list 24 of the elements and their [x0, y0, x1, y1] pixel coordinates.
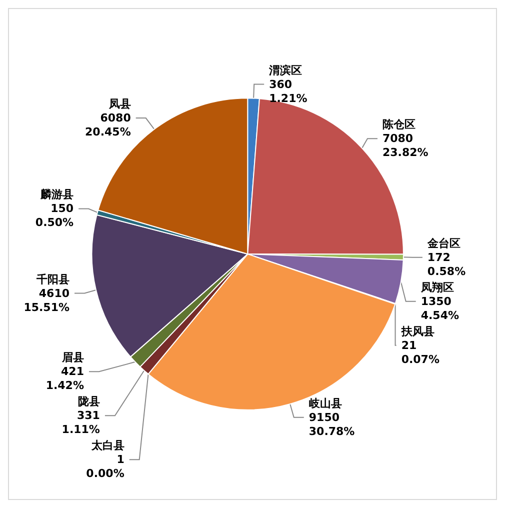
- data-label: 21 0.07%: [401, 338, 440, 366]
- data-label: 9150 30.78%: [308, 410, 355, 438]
- data-label: 331 1.11%: [62, 409, 100, 436]
- slice-label: 凤翔区: [420, 280, 454, 294]
- data-label: 421 1.42%: [46, 365, 84, 392]
- slice-label: 麟游县: [40, 188, 74, 202]
- slice-label: 陇县: [78, 395, 100, 408]
- data-label: 6080 20.45%: [85, 112, 132, 139]
- slice-label: 凤县: [108, 98, 131, 111]
- data-label: 1 0.00%: [86, 453, 124, 480]
- slice-label: 渭滨区: [268, 64, 302, 77]
- slice-label: 太白县: [90, 439, 124, 452]
- slice-label: 岐山县: [308, 396, 342, 410]
- slice-label: 金台区: [426, 236, 460, 250]
- data-label: 4610 15.51%: [24, 286, 70, 314]
- slice-label: 眉县: [60, 351, 84, 364]
- data-label: 7080 23.82%: [382, 132, 428, 160]
- data-label: 150 0.50%: [35, 202, 74, 230]
- slice-label: 陈仓区: [382, 118, 416, 132]
- data-label: 172 0.58%: [427, 250, 466, 278]
- slice-label: 千阳县: [36, 272, 70, 286]
- data-label: 1350 4.54%: [420, 294, 460, 322]
- data-label: 360 1.21%: [269, 78, 308, 105]
- slice-label: 扶风县: [400, 324, 434, 338]
